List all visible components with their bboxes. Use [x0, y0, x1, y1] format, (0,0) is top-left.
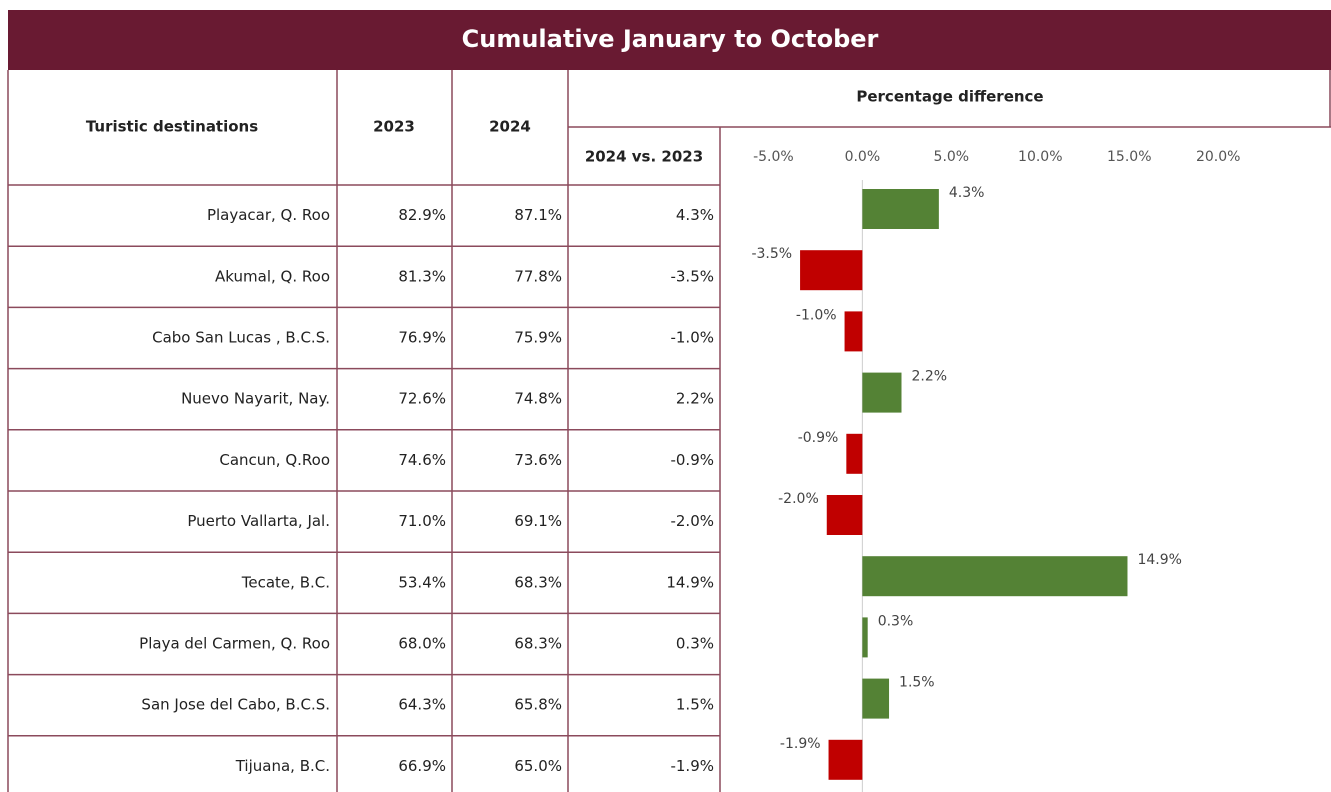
x-tick-label: 0.0%: [845, 149, 881, 165]
cell: 68.3%: [514, 573, 562, 591]
bar: [862, 556, 1128, 597]
bar: [800, 250, 863, 291]
cell: 76.9%: [398, 329, 446, 347]
title-bar: [8, 10, 1331, 70]
bar: [828, 739, 863, 780]
cell: 87.1%: [514, 206, 562, 224]
cell: 72.6%: [398, 390, 446, 408]
cell: 0.3%: [676, 635, 714, 653]
bar: [826, 495, 863, 535]
bar-label: -3.5%: [751, 246, 792, 262]
cell: -0.9%: [670, 451, 714, 469]
cell: 14.9%: [666, 573, 714, 591]
bar-label: -0.9%: [798, 430, 839, 446]
cell: Cabo San Lucas , B.C.S.: [152, 329, 330, 347]
cell: Akumal, Q. Roo: [215, 267, 330, 285]
cell: 81.3%: [398, 267, 446, 285]
bar: [862, 189, 939, 229]
cell: 4.3%: [676, 206, 714, 224]
bar: [862, 678, 890, 719]
cell: 74.6%: [398, 451, 446, 469]
title: Cumulative January to October: [462, 25, 879, 53]
col-header: Turistic destinations: [86, 118, 258, 136]
bar-label: 1.5%: [899, 675, 935, 691]
cell: Puerto Vallarta, Jal.: [187, 512, 330, 530]
cell: Nuevo Nayarit, Nay.: [181, 390, 330, 408]
bar-label: -2.0%: [778, 491, 819, 507]
cell: 69.1%: [514, 512, 562, 530]
bar-label: 0.3%: [878, 613, 914, 629]
bar: [862, 617, 868, 658]
cell: Cancun, Q.Roo: [219, 451, 330, 469]
cell: 64.3%: [398, 696, 446, 714]
cell: 65.0%: [514, 757, 562, 775]
bar-label: 4.3%: [949, 185, 985, 201]
col-header: 2024 vs. 2023: [585, 148, 703, 166]
cell: 71.0%: [398, 512, 446, 530]
x-tick-label: 10.0%: [1018, 149, 1062, 165]
cell: 74.8%: [514, 390, 562, 408]
cell: San Jose del Cabo, B.C.S.: [141, 696, 330, 714]
bar-label: 2.2%: [912, 369, 948, 385]
cell: -1.9%: [670, 757, 714, 775]
x-tick-label: 20.0%: [1196, 149, 1240, 165]
cell: 82.9%: [398, 206, 446, 224]
cell: -1.0%: [670, 329, 714, 347]
cell: 65.8%: [514, 696, 562, 714]
cell: 68.3%: [514, 635, 562, 653]
cell: 68.0%: [398, 635, 446, 653]
bar: [846, 433, 863, 474]
bar-label: -1.9%: [780, 736, 821, 752]
cell: 53.4%: [398, 573, 446, 591]
x-tick-label: 15.0%: [1107, 149, 1151, 165]
cell: -3.5%: [670, 267, 714, 285]
cell: Playacar, Q. Roo: [207, 206, 330, 224]
bar-label: 14.9%: [1137, 552, 1181, 568]
cell: 77.8%: [514, 267, 562, 285]
cell: 2.2%: [676, 390, 714, 408]
cell: -2.0%: [670, 512, 714, 530]
col-header: Percentage difference: [856, 88, 1043, 106]
cell: Playa del Carmen, Q. Roo: [139, 635, 330, 653]
x-tick-label: -5.0%: [753, 149, 794, 165]
bar: [862, 372, 902, 413]
col-header: 2024: [489, 118, 531, 136]
cell: 1.5%: [676, 696, 714, 714]
cell: Tecate, B.C.: [241, 573, 330, 591]
cell: 66.9%: [398, 757, 446, 775]
cell: 73.6%: [514, 451, 562, 469]
bar-label: -1.0%: [796, 307, 837, 323]
x-tick-label: 5.0%: [934, 149, 970, 165]
cell: Tijuana, B.C.: [235, 757, 330, 775]
col-header: 2023: [373, 118, 415, 136]
cell: 75.9%: [514, 329, 562, 347]
table-borders: [7, 70, 1331, 792]
bar: [844, 311, 863, 352]
